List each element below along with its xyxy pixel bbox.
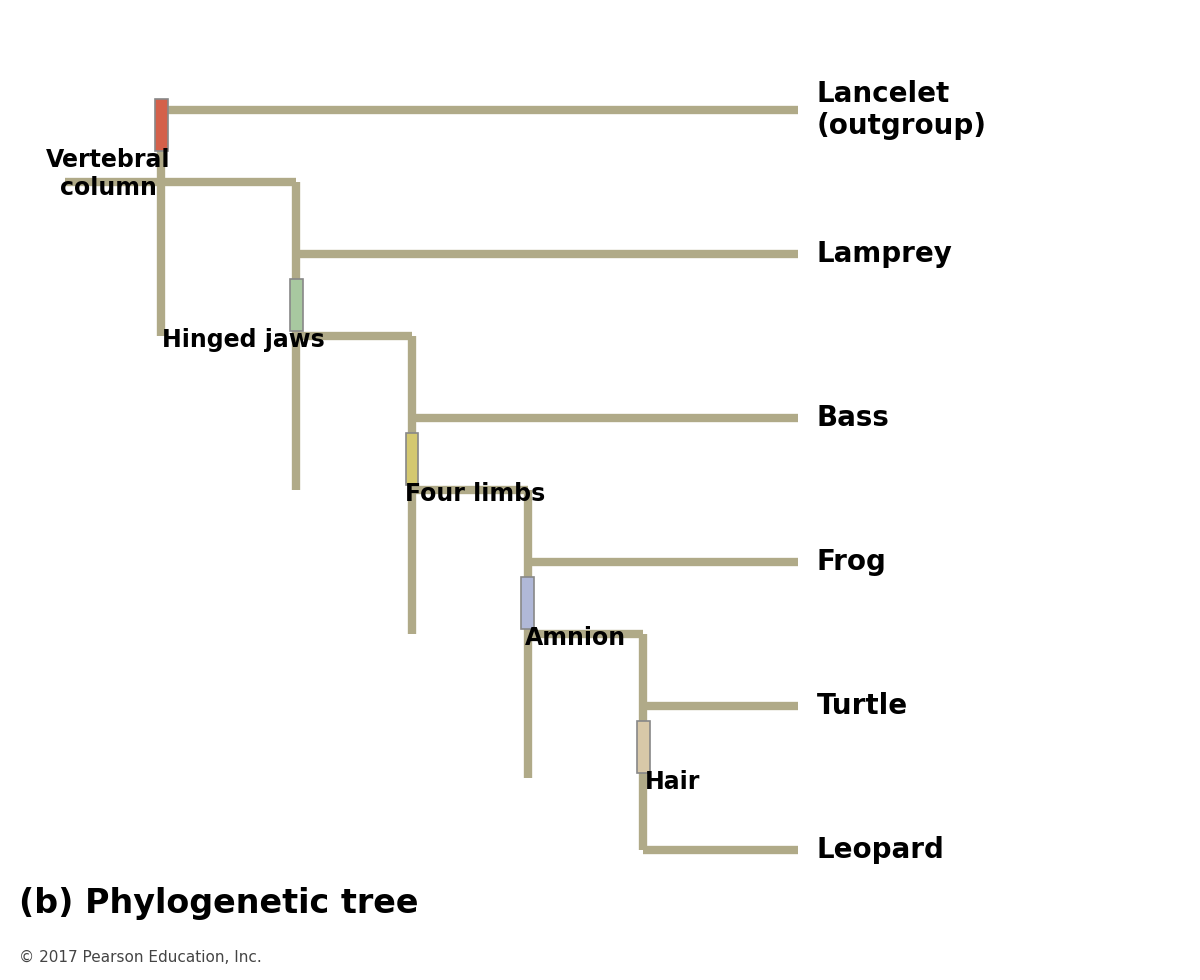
Bar <box>406 433 419 485</box>
Bar <box>522 577 534 629</box>
Text: Amnion: Amnion <box>526 625 626 650</box>
Text: Leopard: Leopard <box>817 836 944 863</box>
Text: Hair: Hair <box>644 769 700 794</box>
Text: © 2017 Pearson Education, Inc.: © 2017 Pearson Education, Inc. <box>19 951 262 965</box>
Text: Bass: Bass <box>817 404 890 432</box>
Text: Hinged jaws: Hinged jaws <box>162 327 324 352</box>
Bar <box>290 279 302 330</box>
Text: Four limbs: Four limbs <box>404 482 545 506</box>
Text: Lancelet
(outgroup): Lancelet (outgroup) <box>817 79 986 140</box>
Bar <box>637 721 649 772</box>
Text: Lamprey: Lamprey <box>817 240 953 268</box>
Bar <box>155 99 168 151</box>
Text: Turtle: Turtle <box>817 692 908 720</box>
Text: (b) Phylogenetic tree: (b) Phylogenetic tree <box>19 887 419 920</box>
Text: Vertebral
column: Vertebral column <box>46 148 170 200</box>
Text: Frog: Frog <box>817 548 887 576</box>
